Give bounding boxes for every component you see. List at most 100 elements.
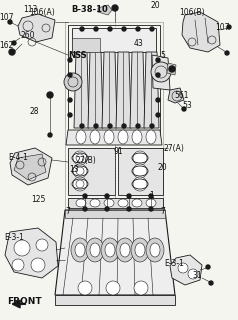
Polygon shape [88,52,103,128]
Text: 13: 13 [69,165,79,174]
Ellipse shape [90,243,100,257]
Circle shape [64,73,82,91]
Circle shape [9,49,15,55]
Circle shape [112,5,118,11]
Circle shape [182,107,186,111]
Text: 260: 260 [21,31,35,41]
Text: NSS: NSS [69,51,87,60]
Circle shape [227,25,231,29]
Ellipse shape [131,238,149,262]
Ellipse shape [146,199,156,207]
Text: 28: 28 [29,108,39,116]
Ellipse shape [104,130,114,144]
Circle shape [169,66,175,72]
Text: 107: 107 [0,13,13,22]
Circle shape [108,27,112,31]
Circle shape [105,207,109,211]
Circle shape [94,124,98,128]
Polygon shape [182,12,220,52]
Text: 91: 91 [113,148,123,156]
Polygon shape [170,255,202,285]
Polygon shape [167,63,176,75]
Polygon shape [66,130,162,145]
Ellipse shape [105,243,115,257]
Circle shape [156,113,160,117]
Ellipse shape [146,130,156,144]
Ellipse shape [90,199,100,207]
Text: E-4-1: E-4-1 [8,154,28,163]
Circle shape [178,263,188,273]
Text: 7: 7 [161,206,165,215]
Text: 107: 107 [215,22,229,31]
Circle shape [151,62,171,82]
Text: 162: 162 [0,42,13,51]
Polygon shape [118,148,163,195]
Text: 7: 7 [65,206,70,215]
Ellipse shape [132,130,142,144]
Circle shape [83,207,87,211]
Circle shape [106,281,120,295]
Circle shape [36,239,48,251]
Circle shape [156,58,160,62]
Circle shape [68,98,72,102]
Circle shape [12,259,24,271]
Ellipse shape [86,238,104,262]
Circle shape [127,207,131,211]
Circle shape [68,73,72,77]
Circle shape [156,73,160,77]
Circle shape [73,164,87,178]
Circle shape [8,20,12,24]
Circle shape [68,58,72,62]
Ellipse shape [120,243,130,257]
Polygon shape [74,52,89,128]
Polygon shape [5,228,58,278]
Circle shape [83,194,87,198]
Polygon shape [144,52,159,128]
Polygon shape [14,154,46,180]
Circle shape [122,124,126,128]
Polygon shape [102,52,117,128]
Text: 53: 53 [182,101,192,110]
Polygon shape [116,52,131,128]
Circle shape [122,27,126,31]
Polygon shape [72,38,100,52]
Circle shape [68,113,72,117]
Ellipse shape [118,130,128,144]
Polygon shape [130,52,145,128]
Polygon shape [68,198,163,208]
Ellipse shape [132,199,142,207]
Circle shape [73,177,87,191]
Polygon shape [10,148,52,185]
Circle shape [209,281,213,285]
Text: E-3-1: E-3-1 [164,260,184,268]
Ellipse shape [146,238,164,262]
Ellipse shape [116,238,134,262]
Circle shape [133,177,147,191]
Ellipse shape [104,199,114,207]
Ellipse shape [76,199,86,207]
Text: 561: 561 [175,91,189,100]
Text: FRONT: FRONT [7,298,41,307]
Polygon shape [168,88,184,103]
Circle shape [78,281,92,295]
Circle shape [108,124,112,128]
Circle shape [48,133,52,137]
Circle shape [80,27,84,31]
Ellipse shape [71,238,89,262]
Text: 106(B): 106(B) [179,7,205,17]
Ellipse shape [118,199,128,207]
Circle shape [105,194,109,198]
Circle shape [47,92,53,98]
Circle shape [150,27,154,31]
Circle shape [150,124,154,128]
Circle shape [134,281,148,295]
Circle shape [225,51,229,55]
Circle shape [80,124,84,128]
Circle shape [149,207,153,211]
Text: 27(B): 27(B) [76,156,96,164]
Circle shape [133,151,147,165]
Circle shape [156,98,160,102]
Text: 43: 43 [133,39,143,49]
Text: 20: 20 [157,163,167,172]
Circle shape [136,27,140,31]
